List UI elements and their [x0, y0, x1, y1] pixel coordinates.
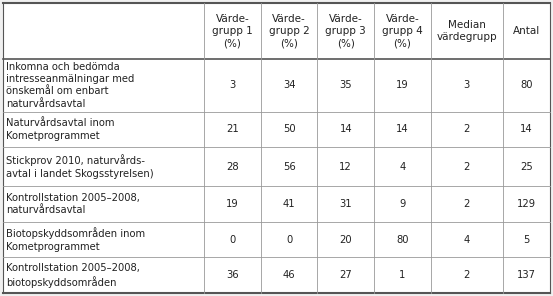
Text: Värde-
grupp 2
(%): Värde- grupp 2 (%) — [269, 14, 310, 48]
Text: 27: 27 — [340, 270, 352, 280]
Text: Median
värdegrupp: Median värdegrupp — [436, 20, 497, 42]
Text: Biotopskyddsområden inom
Kometprogrammet: Biotopskyddsområden inom Kometprogrammet — [6, 227, 145, 252]
Text: 129: 129 — [517, 199, 536, 209]
Text: 0: 0 — [286, 235, 292, 244]
Text: 50: 50 — [283, 124, 295, 134]
Text: 0: 0 — [229, 235, 236, 244]
Text: 3: 3 — [464, 80, 470, 90]
Text: 80: 80 — [520, 80, 533, 90]
Text: 28: 28 — [226, 162, 239, 172]
Text: 3: 3 — [229, 80, 236, 90]
Text: 12: 12 — [340, 162, 352, 172]
Text: 4: 4 — [399, 162, 405, 172]
Text: Inkomna och bedömda
intresseanmälningar med
önskemål om enbart
naturvårdsavtal: Inkomna och bedömda intresseanmälningar … — [6, 62, 134, 109]
Text: 80: 80 — [396, 235, 409, 244]
Text: Stickprov 2010, naturvårds-
avtal i landet Skogsstyrelsen): Stickprov 2010, naturvårds- avtal i land… — [6, 155, 154, 179]
Text: Värde-
grupp 4
(%): Värde- grupp 4 (%) — [382, 14, 422, 48]
Text: 19: 19 — [396, 80, 409, 90]
Text: 56: 56 — [283, 162, 295, 172]
Text: Värde-
grupp 3
(%): Värde- grupp 3 (%) — [325, 14, 366, 48]
Text: 35: 35 — [340, 80, 352, 90]
Text: Kontrollstation 2005–2008,
biotopskyddsområden: Kontrollstation 2005–2008, biotopskyddso… — [6, 263, 140, 288]
Text: 41: 41 — [283, 199, 295, 209]
Text: 14: 14 — [396, 124, 409, 134]
Text: Värde-
grupp 1
(%): Värde- grupp 1 (%) — [212, 14, 253, 48]
Text: 21: 21 — [226, 124, 239, 134]
Text: 5: 5 — [524, 235, 530, 244]
Text: 137: 137 — [517, 270, 536, 280]
Text: 2: 2 — [463, 270, 470, 280]
Text: 1: 1 — [399, 270, 405, 280]
Text: 14: 14 — [520, 124, 533, 134]
Text: 19: 19 — [226, 199, 239, 209]
Text: 14: 14 — [340, 124, 352, 134]
Text: 34: 34 — [283, 80, 295, 90]
Text: 2: 2 — [463, 124, 470, 134]
Text: 20: 20 — [340, 235, 352, 244]
Text: 36: 36 — [226, 270, 239, 280]
Text: Naturvårdsavtal inom
Kometprogrammet: Naturvårdsavtal inom Kometprogrammet — [6, 118, 114, 141]
Text: 2: 2 — [463, 199, 470, 209]
Text: 25: 25 — [520, 162, 533, 172]
Text: 2: 2 — [463, 162, 470, 172]
Text: 31: 31 — [340, 199, 352, 209]
Text: Antal: Antal — [513, 26, 540, 36]
Text: 4: 4 — [464, 235, 470, 244]
Text: 46: 46 — [283, 270, 295, 280]
Text: Kontrollstation 2005–2008,
naturvårdsavtal: Kontrollstation 2005–2008, naturvårdsavt… — [6, 193, 140, 215]
Text: 9: 9 — [399, 199, 405, 209]
